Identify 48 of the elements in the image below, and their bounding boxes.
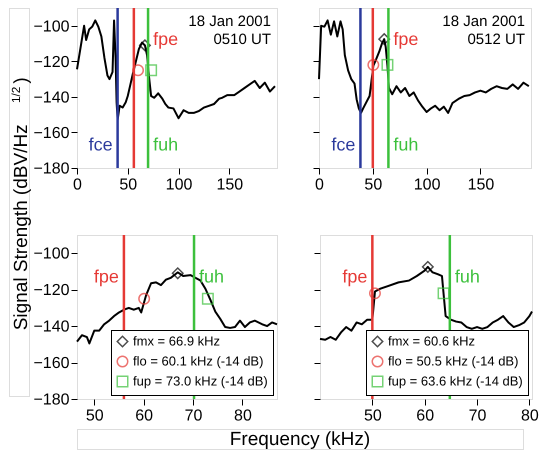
ref-line-label: fpe — [94, 266, 119, 287]
ref-line-label: fpe — [153, 29, 178, 49]
x-tick-label: 50 — [364, 176, 382, 194]
x-tick-label: 100 — [166, 176, 192, 194]
y-tick-label: −120 — [33, 282, 70, 300]
x-tick-label: 70 — [468, 408, 487, 424]
x-tick-label: 150 — [468, 176, 494, 194]
x-tick-label: 50 — [86, 408, 104, 424]
legend-label: flo = 50.5 kHz (-14 dB) — [388, 354, 518, 368]
y-tick-label: −140 — [33, 318, 70, 336]
ref-line-label: fuh — [153, 134, 178, 155]
y-tick-label: −100 — [33, 246, 70, 263]
x-tick-label: 0 — [73, 176, 82, 194]
x-tick-label: 80 — [234, 408, 252, 424]
annotation: 18 Jan 2001 — [188, 13, 271, 30]
ref-line-label: fuh — [454, 266, 480, 287]
y-axis-title: Signal Strength (dBV/Hz1/2) — [10, 77, 32, 330]
x-tick-label: 0 — [315, 176, 324, 194]
legend-label: flo = 60.1 kHz (-14 dB) — [133, 354, 264, 368]
legend-label: fup = 63.6 kHz (-14 dB) — [388, 374, 523, 388]
annotation: 0512 UT — [467, 31, 525, 48]
x-tick-label: 60 — [416, 408, 434, 424]
x-tick-label: 150 — [216, 176, 244, 194]
ref-line-label: fce — [331, 134, 356, 155]
y-tick-label: −180 — [33, 160, 70, 178]
legend-label: fup = 73.0 kHz (-14 dB) — [133, 374, 268, 388]
ref-line-label: fpe — [393, 29, 418, 49]
y-tick-label: −140 — [33, 89, 70, 106]
legend-label: fmx = 60.6 kHz — [388, 334, 476, 348]
ref-line-label: fce — [88, 134, 113, 155]
annotation: 18 Jan 2001 — [442, 13, 525, 30]
ref-line-label: fuh — [393, 134, 418, 155]
x-tick-label: 100 — [414, 176, 441, 194]
y-tick-label: −180 — [33, 392, 70, 408]
y-tick-label: −100 — [33, 18, 70, 36]
legend-label: fmx = 66.9 kHz — [133, 334, 220, 348]
y-tick-label: −160 — [33, 124, 70, 142]
x-tick-label: 50 — [119, 176, 138, 194]
y-tick-label: −120 — [33, 54, 70, 71]
ref-line-label: fuh — [199, 266, 224, 287]
x-axis-title: Frequency (kHz) — [230, 429, 370, 450]
x-tick-label: 80 — [520, 408, 539, 424]
annotation: 0510 UT — [213, 31, 271, 48]
x-tick-label: 70 — [184, 408, 203, 424]
x-tick-label: 50 — [364, 408, 382, 424]
x-tick-label: 60 — [135, 408, 154, 424]
y-tick-label: −160 — [33, 355, 70, 372]
ref-line-label: fpe — [342, 266, 368, 287]
